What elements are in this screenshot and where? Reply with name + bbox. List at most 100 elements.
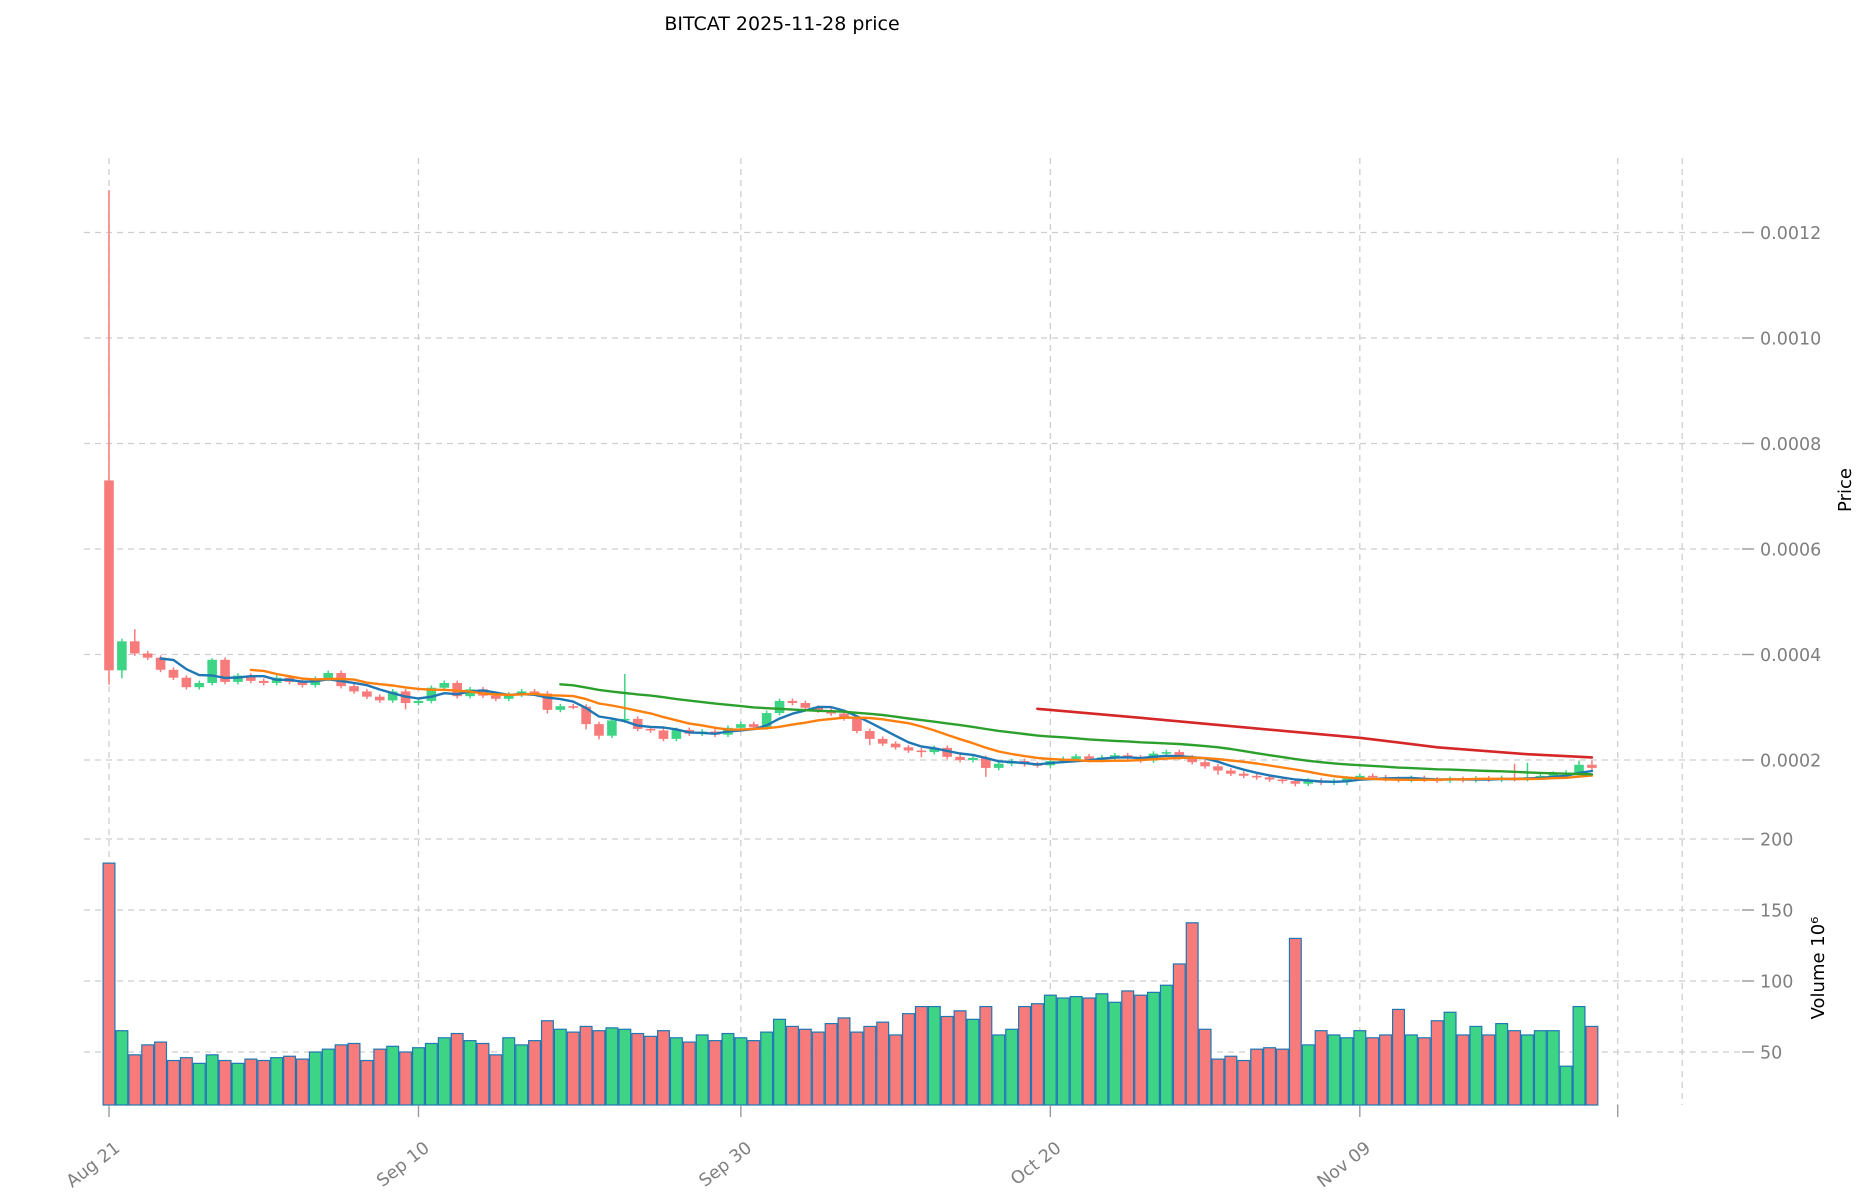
volume-bar (270, 1057, 284, 1106)
volume-bar (399, 1051, 413, 1106)
volume-bar (1237, 1059, 1251, 1106)
candlesticks (104, 190, 1597, 787)
volume-ticklabel: 200 (1760, 831, 1793, 851)
candle-body (1303, 780, 1314, 784)
candle-body (1264, 777, 1275, 780)
volume-bar (166, 1059, 180, 1106)
price-ticklabel: 0.0010 (1760, 330, 1821, 350)
candle-body (1277, 779, 1288, 782)
volume-bar (1095, 993, 1109, 1106)
volume-bar (721, 1032, 735, 1106)
candle-body (1574, 764, 1584, 773)
volume-bar (450, 1032, 464, 1106)
candle-body (632, 718, 643, 729)
candle-body (194, 682, 205, 688)
trendline (1036, 707, 1594, 759)
candle-body (1110, 755, 1120, 758)
candle-body (968, 757, 978, 760)
candle-body (220, 659, 230, 682)
volume-bar (656, 1030, 670, 1106)
candle-body (1535, 775, 1546, 778)
candle-body (349, 686, 359, 692)
date-ticklabel: Nov 09 (1314, 1138, 1375, 1192)
volume-bar (1495, 1022, 1509, 1106)
volume-ticklabel: 100 (1760, 973, 1793, 993)
volume-bar (257, 1059, 271, 1106)
volume-bar (901, 1013, 915, 1106)
volume-bar (1134, 994, 1148, 1106)
volume-bar (437, 1037, 451, 1106)
ma-long-line (559, 683, 1594, 776)
candle-body (1071, 756, 1081, 759)
volume-bar (502, 1037, 516, 1106)
volume-bar (1030, 1003, 1044, 1106)
candle-body (761, 713, 772, 728)
volume-bar (760, 1031, 774, 1106)
candle-body (1355, 775, 1365, 779)
candle-body (568, 706, 579, 708)
candle-body (748, 724, 759, 728)
candle-body (529, 691, 540, 694)
candle-body (1290, 781, 1301, 784)
candle-body (439, 682, 450, 688)
candle-body (168, 669, 179, 678)
volume-bar (1069, 996, 1083, 1106)
volume-bar (283, 1055, 297, 1106)
volume-bar (1404, 1034, 1418, 1106)
volume-bar (747, 1040, 761, 1106)
volume-bar (734, 1037, 748, 1106)
candle-body (129, 641, 140, 654)
candle-body (1548, 773, 1559, 776)
volume-ticklabel: 150 (1760, 902, 1793, 922)
volume-bar (1056, 997, 1070, 1106)
volume-bar (154, 1041, 168, 1106)
volume-bar (927, 1005, 941, 1106)
volume-bar (373, 1048, 387, 1106)
volume-bar (1456, 1034, 1470, 1106)
candle-body (1587, 764, 1597, 768)
volume-bar (528, 1040, 542, 1106)
volume-bar (424, 1042, 438, 1106)
volume-bar (347, 1042, 361, 1106)
volume-bar (1533, 1030, 1547, 1106)
volume-bar (1211, 1058, 1225, 1106)
volume-bar (463, 1040, 477, 1106)
volume-bar (644, 1035, 658, 1106)
candle-body (142, 653, 153, 658)
volume-bar (102, 862, 116, 1106)
candle-body (607, 720, 617, 736)
volume-bar (914, 1005, 928, 1106)
volume-bar (1146, 991, 1160, 1106)
candle-body (865, 730, 875, 739)
ma-short-line (159, 657, 1594, 783)
price-ticklabel: 0.0006 (1760, 541, 1821, 561)
volume-bar (1546, 1030, 1560, 1106)
candle-body (1342, 778, 1352, 782)
candle-body (542, 693, 553, 710)
volume-bar (1379, 1034, 1393, 1106)
volume-bar (1417, 1037, 1431, 1106)
volume-bar (1018, 1005, 1032, 1106)
volume-bar (798, 1028, 812, 1106)
volume-bar (837, 1017, 851, 1106)
volume-bar (811, 1031, 825, 1106)
candle-body (671, 729, 682, 739)
volume-bar (592, 1030, 606, 1106)
volume-bar (308, 1051, 322, 1106)
candle-body (413, 700, 424, 704)
volume-bars (102, 862, 1599, 1106)
volume-bar (205, 1054, 219, 1106)
volume-bar (321, 1048, 335, 1106)
volume-bar (979, 1005, 993, 1106)
candle-body (1367, 775, 1378, 778)
candle-body (1200, 762, 1210, 767)
volume-bar (1469, 1025, 1483, 1106)
volume-bar (1198, 1028, 1212, 1106)
volume-bar (1159, 984, 1173, 1106)
volume-bar (1482, 1034, 1496, 1106)
gridlines (84, 158, 1748, 1105)
volume-bar (1185, 922, 1199, 1106)
volume-bar (179, 1057, 193, 1106)
candle-body (426, 687, 437, 701)
